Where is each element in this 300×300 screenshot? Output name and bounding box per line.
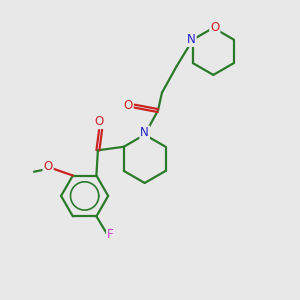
Text: O: O <box>123 99 133 112</box>
Text: F: F <box>107 228 114 242</box>
Text: O: O <box>44 160 53 173</box>
Text: O: O <box>210 21 219 34</box>
Text: N: N <box>140 126 149 140</box>
Text: N: N <box>187 33 196 46</box>
Text: O: O <box>95 115 104 128</box>
